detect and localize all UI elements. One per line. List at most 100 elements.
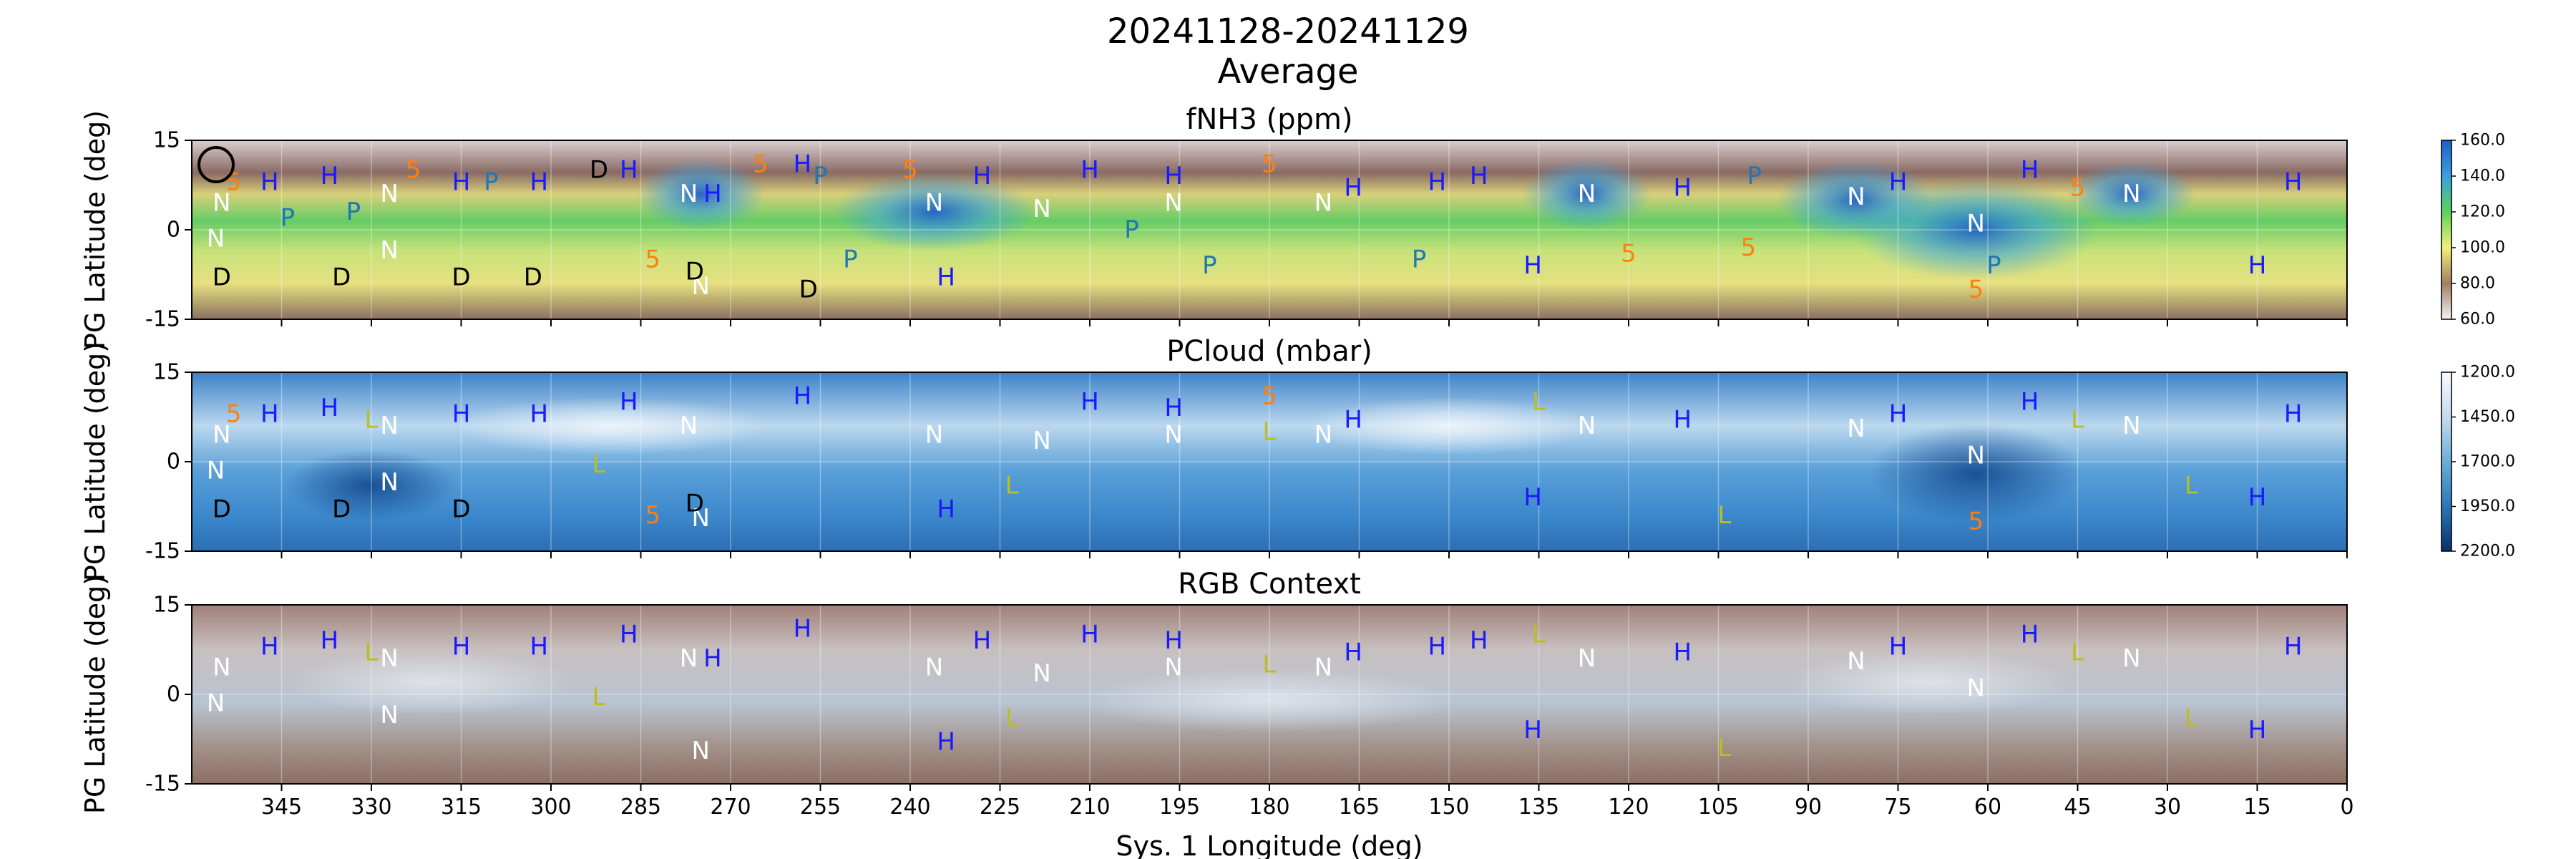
heatmap-region [1306, 397, 1592, 455]
feature-label-5: 5 [753, 150, 769, 178]
feature-label-h: H [2248, 483, 2267, 512]
x-tick-label: 195 [1159, 795, 1200, 820]
feature-label-n: N [213, 654, 230, 682]
colorbar-tick-label: 1200.0 [2460, 364, 2515, 382]
feature-label-h: H [452, 399, 471, 428]
colorbar: 160.0 140.0 120.0 100.0 80.0 60.0 [2441, 132, 2505, 329]
heatmap-region [1785, 650, 2072, 715]
feature-label-n: N [1033, 427, 1050, 455]
feature-label-h: H [1523, 251, 1542, 280]
feature-label-h: H [620, 621, 638, 649]
feature-label-5: 5 [1968, 507, 1984, 535]
feature-label-n: N [2122, 180, 2140, 208]
feature-label-h: H [1674, 174, 1692, 203]
feature-label-n: N [1847, 183, 1865, 211]
feature-label-h: H [1470, 162, 1488, 190]
x-tick-label: 120 [1608, 795, 1649, 820]
panel-title: PCloud (mbar) [1166, 335, 1372, 368]
colorbar-tick-label: 100.0 [2460, 239, 2505, 257]
feature-label-p: P [813, 162, 828, 190]
feature-label-n: N [1967, 674, 1985, 703]
feature-label-n: N [1314, 189, 1332, 218]
colorbar-tick-label: 1450.0 [2460, 408, 2515, 426]
feature-label-h: H [260, 399, 279, 428]
feature-label-h: H [973, 162, 992, 190]
feature-label-5: 5 [1262, 382, 1277, 410]
figure-title-line2: Average [1217, 52, 1359, 92]
colorbar-gradient [2441, 140, 2452, 320]
x-tick-label: 270 [710, 795, 751, 820]
y-axis-label: PG Latitude (deg) [79, 575, 111, 814]
feature-label-h: H [1470, 626, 1488, 655]
feature-label-5: 5 [406, 156, 421, 185]
feature-label-p: P [1747, 162, 1762, 190]
feature-label-h: H [321, 162, 339, 190]
feature-label-l: L [365, 639, 379, 667]
feature-label-h: H [1523, 716, 1542, 744]
feature-label-l: L [1005, 471, 1019, 500]
y-tick-label: 0 [167, 450, 180, 475]
feature-label-h: H [794, 382, 812, 410]
feature-label-h: H [973, 626, 992, 655]
feature-label-d: D [452, 495, 470, 524]
y-tick-label: -15 [145, 307, 180, 332]
feature-label-h: H [794, 150, 812, 178]
feature-label-h: H [1164, 626, 1183, 655]
feature-label-n: N [1314, 654, 1332, 682]
feature-label-5: 5 [1741, 233, 1757, 262]
feature-label-n: N [380, 468, 398, 497]
feature-label-h: H [1428, 632, 1446, 661]
heatmap-region [636, 158, 766, 230]
feature-label-n: N [691, 272, 709, 301]
feature-label-p: P [1412, 246, 1427, 274]
x-tick-label: 255 [800, 795, 841, 820]
feature-label-n: N [380, 412, 398, 440]
feature-label-n: N [1314, 421, 1332, 450]
colorbar-tick-label: 1950.0 [2460, 498, 2515, 515]
feature-label-n: N [691, 737, 709, 765]
feature-label-n: N [1033, 195, 1050, 223]
heatmap-region [286, 450, 457, 522]
feature-label-l: L [2071, 406, 2084, 435]
x-tick-label: 210 [1069, 795, 1110, 820]
feature-label-l: L [1532, 388, 1546, 417]
feature-label-n: N [1847, 414, 1865, 443]
feature-label-p: P [346, 198, 361, 226]
feature-label-p: P [280, 203, 296, 232]
feature-label-n: N [691, 504, 709, 533]
feature-label-p: P [1124, 215, 1139, 244]
feature-label-h: H [452, 168, 471, 196]
feature-label-h: H [1674, 639, 1692, 667]
feature-label-l: L [2071, 639, 2084, 667]
x-tick-label: 330 [351, 795, 391, 820]
feature-label-5: 5 [226, 399, 242, 428]
feature-label-h: H [530, 168, 548, 196]
feature-label-p: P [843, 246, 858, 274]
y-tick-label: 15 [153, 360, 180, 385]
feature-label-h: H [1344, 174, 1362, 203]
feature-label-n: N [925, 654, 943, 682]
y-axis-label: PG Latitude (deg) [79, 342, 111, 581]
feature-label-l: L [2185, 471, 2198, 500]
x-tick-label: 75 [1884, 795, 1911, 820]
feature-label-d: D [213, 495, 231, 524]
feature-label-h: H [2021, 388, 2039, 417]
feature-label-d: D [590, 156, 608, 185]
feature-label-h: H [2284, 168, 2303, 196]
feature-label-n: N [380, 701, 398, 729]
feature-label-h: H [1080, 388, 1099, 417]
x-tick-label: 315 [441, 795, 482, 820]
feature-label-h: H [2021, 156, 2039, 185]
feature-label-h: H [1428, 168, 1446, 196]
heatmap-region [1854, 180, 2098, 280]
feature-label-n: N [207, 225, 225, 253]
feature-label-p: P [1986, 251, 2001, 280]
y-tick-label: 0 [167, 682, 180, 707]
feature-label-l: L [1717, 501, 1731, 530]
feature-label-n: N [1578, 412, 1596, 440]
marker-circle [197, 146, 235, 183]
x-tick-label: 105 [1698, 795, 1739, 820]
feature-label-n: N [207, 689, 225, 718]
